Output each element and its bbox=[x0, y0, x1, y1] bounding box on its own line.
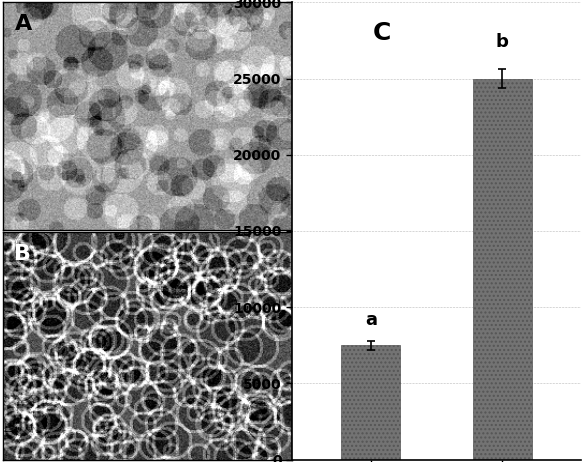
Text: A: A bbox=[15, 14, 32, 34]
Text: b: b bbox=[496, 33, 509, 51]
Bar bbox=[472, 79, 532, 460]
Text: B: B bbox=[15, 243, 32, 263]
Text: a: a bbox=[365, 310, 377, 328]
Text: C: C bbox=[373, 21, 391, 45]
Bar bbox=[341, 345, 401, 460]
